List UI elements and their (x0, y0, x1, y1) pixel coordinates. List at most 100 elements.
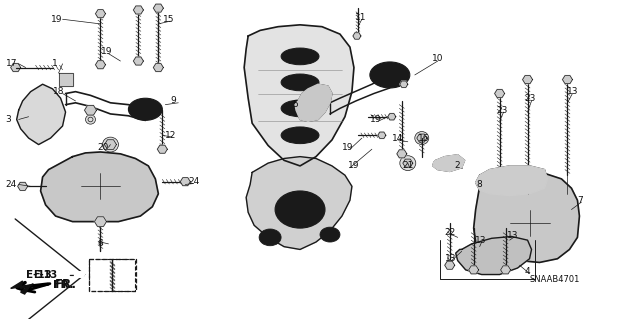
Polygon shape (11, 63, 20, 71)
Ellipse shape (285, 198, 315, 221)
Circle shape (400, 156, 416, 171)
Ellipse shape (292, 204, 308, 215)
Ellipse shape (79, 172, 122, 201)
Polygon shape (295, 84, 332, 121)
Circle shape (86, 115, 95, 124)
Text: 14: 14 (392, 134, 403, 143)
Polygon shape (133, 57, 143, 65)
Polygon shape (378, 132, 386, 138)
Ellipse shape (289, 130, 311, 140)
Text: 23: 23 (497, 106, 508, 115)
Ellipse shape (289, 51, 311, 62)
Text: 3: 3 (6, 115, 12, 124)
Polygon shape (74, 272, 86, 277)
Polygon shape (468, 266, 479, 274)
Ellipse shape (281, 100, 319, 117)
Polygon shape (154, 63, 163, 71)
Polygon shape (59, 73, 72, 86)
Polygon shape (40, 152, 158, 222)
Text: 12: 12 (165, 131, 177, 140)
Polygon shape (133, 6, 143, 14)
Polygon shape (95, 61, 106, 69)
Text: 13: 13 (445, 254, 456, 263)
Polygon shape (244, 25, 354, 166)
Ellipse shape (484, 252, 504, 265)
Text: 19: 19 (370, 115, 381, 124)
Text: SNAAB4701: SNAAB4701 (529, 275, 580, 284)
Text: FR.: FR. (52, 280, 73, 290)
Text: FR.: FR. (54, 278, 77, 291)
Polygon shape (433, 155, 465, 172)
Ellipse shape (381, 69, 399, 81)
Ellipse shape (138, 104, 154, 115)
Text: 11: 11 (355, 13, 367, 22)
Polygon shape (246, 157, 352, 249)
Ellipse shape (90, 180, 111, 193)
Ellipse shape (281, 127, 319, 144)
Text: 19: 19 (348, 161, 360, 170)
Text: 20: 20 (97, 143, 109, 152)
Text: 2: 2 (454, 161, 460, 170)
Text: 1: 1 (52, 59, 58, 68)
Text: 13: 13 (475, 236, 486, 245)
Polygon shape (353, 33, 361, 39)
Ellipse shape (281, 74, 319, 91)
Polygon shape (403, 159, 413, 167)
Text: 7: 7 (577, 196, 583, 205)
Polygon shape (417, 134, 427, 142)
Text: 21: 21 (403, 161, 414, 170)
Ellipse shape (281, 48, 319, 65)
Text: 4: 4 (525, 267, 530, 276)
Polygon shape (154, 4, 163, 12)
Text: 13: 13 (566, 87, 578, 96)
Text: 19: 19 (342, 143, 353, 152)
Ellipse shape (129, 98, 163, 120)
Text: 13: 13 (507, 231, 518, 240)
Polygon shape (95, 217, 106, 226)
Text: 5: 5 (292, 100, 298, 109)
Polygon shape (11, 281, 33, 288)
Ellipse shape (275, 191, 325, 228)
Polygon shape (474, 172, 579, 263)
Polygon shape (522, 76, 532, 84)
Ellipse shape (289, 103, 311, 114)
Polygon shape (400, 81, 408, 87)
Polygon shape (20, 285, 31, 294)
Ellipse shape (320, 227, 340, 242)
Ellipse shape (370, 62, 410, 88)
Ellipse shape (520, 217, 540, 230)
Text: 19: 19 (51, 15, 62, 24)
Text: 23: 23 (525, 94, 536, 103)
Polygon shape (397, 150, 407, 158)
Ellipse shape (259, 229, 281, 246)
Circle shape (415, 131, 429, 145)
Ellipse shape (508, 209, 552, 238)
Text: 8: 8 (477, 180, 483, 189)
Polygon shape (17, 84, 65, 145)
Text: 18: 18 (52, 87, 64, 96)
Polygon shape (180, 178, 190, 186)
Polygon shape (18, 182, 28, 190)
Polygon shape (104, 140, 116, 149)
Polygon shape (388, 114, 396, 120)
Text: E-13: E-13 (33, 271, 57, 280)
Text: 9: 9 (170, 96, 176, 106)
Text: 16: 16 (418, 134, 429, 143)
Text: 24: 24 (6, 180, 17, 189)
Text: 19: 19 (100, 47, 112, 56)
Text: 24: 24 (188, 177, 200, 186)
Bar (88, 259, 136, 291)
Circle shape (102, 137, 118, 152)
Polygon shape (563, 76, 572, 84)
Polygon shape (476, 166, 547, 196)
Text: 6: 6 (97, 239, 103, 249)
Polygon shape (157, 145, 167, 153)
Ellipse shape (289, 77, 311, 87)
Text: 10: 10 (432, 54, 444, 63)
Polygon shape (95, 10, 106, 18)
Polygon shape (456, 236, 532, 275)
Text: 22: 22 (445, 228, 456, 237)
Polygon shape (445, 261, 454, 269)
Text: 17: 17 (6, 59, 17, 68)
Polygon shape (500, 266, 511, 274)
